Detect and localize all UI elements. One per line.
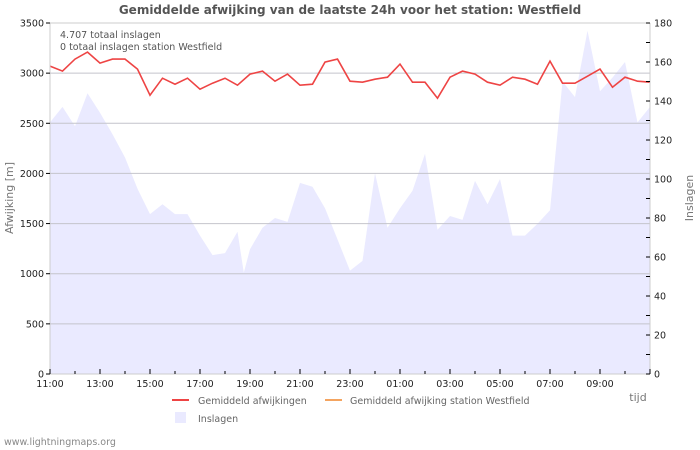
y-tick-label: 500 [26,319,44,330]
x-tick-label: 07:00 [536,379,563,390]
legend-label-afwijkingen: Gemiddeld afwijkingen [198,396,307,407]
legend: Gemiddeld afwijkingen Gemiddeld afwijkin… [172,396,530,425]
y-tick-label: 1000 [20,269,44,280]
chart-title: Gemiddelde afwijking van de laatste 24h … [118,3,582,17]
y-axis-label: Afwijking [m] [3,162,16,234]
y2-axis-label: Inslagen [683,175,696,221]
footer-watermark: www.lightningmaps.org [4,437,116,448]
x-tick-label: 03:00 [436,379,463,390]
x-tick-label: 01:00 [386,379,413,390]
series-line [49,51,651,100]
axes: 0 500 1000 1500 2000 2500 3000 3500 0 20 40 60 80 100… [20,19,672,391]
y-tick-label: 2000 [20,169,44,180]
y-tick-label: 1500 [20,219,44,230]
y-tick-label: 3000 [20,69,44,80]
y2-tick-label: 0 [654,370,660,381]
y2-tick-label: 120 [654,136,672,147]
y2-tick-label: 40 [654,292,666,303]
x-tick-label: 23:00 [336,379,363,390]
x-tick-label: 15:00 [136,379,163,390]
x-tick-label: 17:00 [186,379,213,390]
legend-swatch-inslagen [175,412,186,423]
x-tick-label: 19:00 [236,379,263,390]
x-tick-label: 11:00 [36,379,63,390]
y2-tick-label: 180 [654,19,672,30]
x-tick-label: 13:00 [86,379,113,390]
annotation-total-strikes: 4.707 totaal inslagen [60,30,161,41]
y-tick-label: 0 [38,370,44,381]
y2-tick-label: 160 [654,58,672,69]
y2-tick-label: 20 [654,331,666,342]
y-tick-label: 3500 [20,19,44,30]
y2-tick-label: 100 [654,175,672,186]
x-tick-label: 09:00 [586,379,613,390]
x-tick-label: 05:00 [486,379,513,390]
inslagen-area [50,30,650,375]
afwijking-line [49,51,651,100]
annotation-station-strikes: 0 totaal inslagen station Westfield [60,42,222,53]
y2-tick-label: 140 [654,97,672,108]
x-tick-label: 21:00 [286,379,313,390]
inslagen-area-path [50,30,650,375]
gridlines [50,22,650,325]
y2-tick-label: 80 [654,214,666,225]
y2-tick-label: 60 [654,253,666,264]
legend-label-inslagen: Inslagen [198,414,238,425]
y-tick-label: 2500 [20,119,44,130]
x-axis-label: tijd [629,391,646,404]
legend-label-station: Gemiddeld afwijking station Westfield [350,396,530,407]
